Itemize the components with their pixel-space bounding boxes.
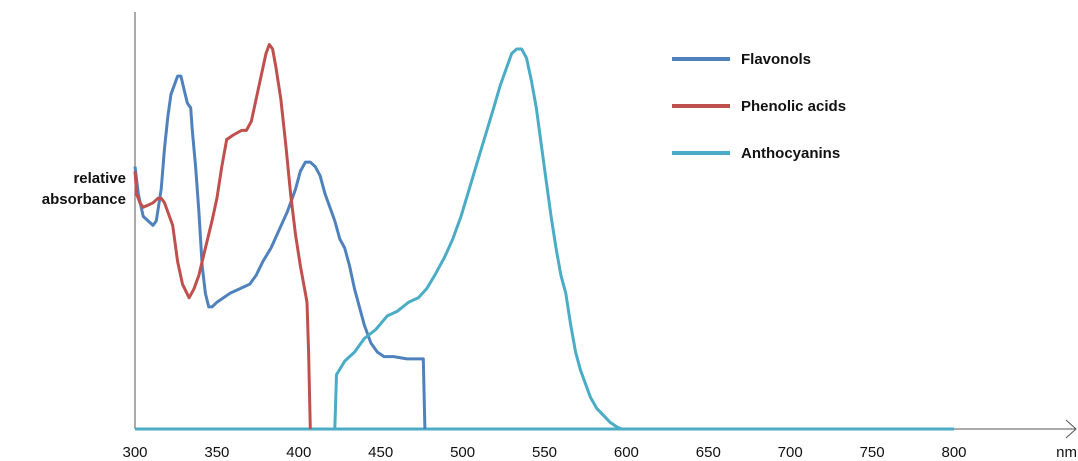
series-lines [133, 43, 623, 431]
y-axis-label-line-1: relative [73, 170, 126, 187]
x-tick-label: 600 [614, 444, 639, 461]
y-axis-label: relative absorbance [0, 168, 126, 210]
x-tick-label: 550 [532, 444, 557, 461]
x-tick-label: 450 [368, 444, 393, 461]
x-tick-label: 700 [778, 444, 803, 461]
legend-label-anthocyanins: Anthocyanins [741, 145, 840, 162]
series-line-anthocyanins [333, 47, 623, 431]
x-tick-label: 400 [286, 444, 311, 461]
series-line-flavonols [133, 74, 427, 430]
x-tick-label: 800 [941, 444, 966, 461]
legend-label-phenolic-acids: Phenolic acids [741, 98, 846, 115]
x-tick-labels: 300 350 400 450 500 550 600 650 700 750 800 nm [122, 444, 1077, 461]
x-axis-arrow-icon [1065, 419, 1077, 439]
x-tick-label: 650 [696, 444, 721, 461]
y-axis-label-line-2: absorbance [41, 191, 126, 208]
x-tick-label: 350 [204, 444, 229, 461]
x-tick-label: 500 [450, 444, 475, 461]
series-line-phenolic-acids [133, 43, 312, 430]
axes [134, 12, 1077, 439]
legend-label-flavonols: Flavonols [741, 51, 811, 68]
legend: Flavonols Phenolic acids Anthocyanins [672, 51, 846, 162]
x-tick-label: 300 [122, 444, 147, 461]
x-tick-label: 750 [860, 444, 885, 461]
x-axis-label: nm [1056, 444, 1077, 461]
